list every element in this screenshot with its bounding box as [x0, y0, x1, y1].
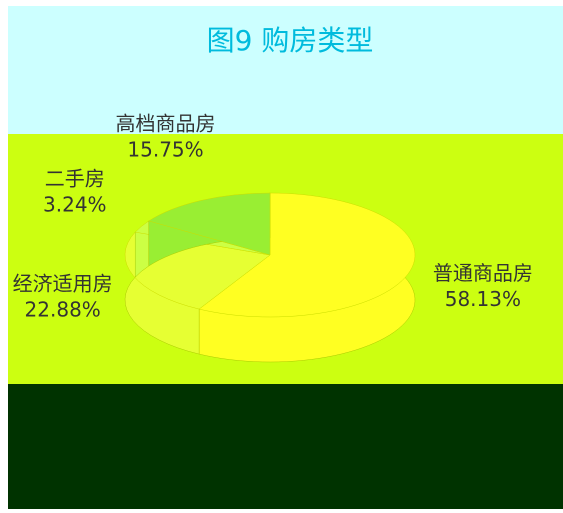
- title-band: [8, 6, 563, 134]
- pie-slice: [148, 192, 271, 256]
- slice-value-label: 58.13%: [445, 287, 521, 311]
- slice-value-label: 15.75%: [127, 137, 203, 161]
- bottom-band: [8, 384, 563, 509]
- slice-label: 高档商品房: [116, 111, 216, 135]
- slice-value-label: 3.24%: [43, 193, 107, 217]
- slice-label: 普通商品房: [433, 261, 533, 285]
- slice-label: 二手房: [45, 167, 105, 191]
- chart-title: 图9 购房类型: [207, 24, 374, 57]
- slice-label: 经济适用房: [13, 272, 113, 296]
- pie-slice: [198, 192, 416, 318]
- slice-value-label: 22.88%: [25, 298, 101, 322]
